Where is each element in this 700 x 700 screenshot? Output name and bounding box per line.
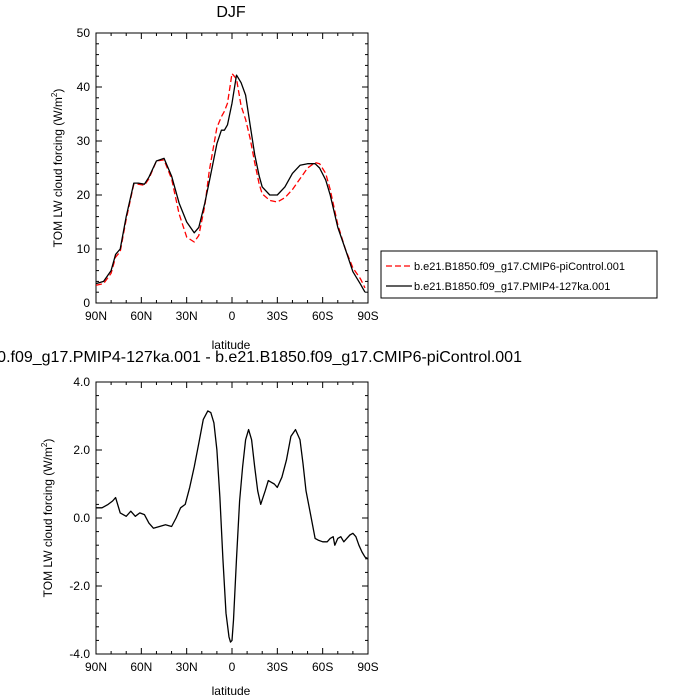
bottom-y-tick-label: -2.0: [69, 579, 90, 593]
top-series-line-1: [95, 74, 366, 293]
top-panel-ticks: 90N 60N 30N 0 30S 60S 90S 0 10 20 30 40 50: [77, 26, 379, 323]
top-x-axis-label: latitude: [212, 338, 251, 352]
top-x-tick-label: 30S: [267, 309, 288, 323]
top-y-tick-label: 0: [83, 296, 90, 310]
bottom-panel-ticks: 90N 60N 30N 0 30S 60S 90S -4.0 -2.0 0.0 2.0 4.0: [69, 375, 378, 674]
top-y-tick-label: 10: [77, 242, 91, 256]
legend-entry-control: b.e21.B1850.f09_g17.CMIP6-piControl.001: [414, 261, 625, 273]
top-x-tick-label: 60N: [130, 309, 152, 323]
top-y-tick-label: 40: [77, 80, 91, 94]
legend-box: [380, 250, 658, 299]
top-x-tick-label: 0: [229, 309, 236, 323]
bottom-x-tick-label: 60N: [130, 660, 152, 674]
bottom-x-tick-label: 30N: [176, 660, 198, 674]
bottom-y-tick-label: -4.0: [69, 647, 90, 661]
bottom-y-axis-label: TOM LW cloud forcing (W/m2): [40, 439, 55, 598]
top-y-tick-label: 50: [77, 26, 91, 40]
top-plot-frame: [95, 32, 369, 304]
top-y-tick-label: 20: [77, 188, 91, 202]
top-y-axis-label: TOM LW cloud forcing (W/m2): [50, 89, 65, 248]
bottom-y-tick-label: 4.0: [73, 375, 90, 389]
bottom-panel-series: [96, 410, 369, 643]
top-x-tick-label: 90N: [85, 309, 107, 323]
top-y-tick-label: 30: [77, 134, 91, 148]
top-panel-series: [95, 72, 366, 293]
top-panel-title: DJF: [216, 4, 246, 21]
bottom-plot-frame: [95, 381, 369, 655]
top-x-tick-label: 60S: [312, 309, 333, 323]
bottom-x-tick-label: 30S: [267, 660, 288, 674]
bottom-x-tick-label: 0: [229, 660, 236, 674]
bottom-x-tick-label: 90S: [357, 660, 378, 674]
bottom-series-line-0: [96, 410, 369, 643]
top-series-line-0: [95, 72, 366, 289]
bottom-x-tick-label: 60S: [312, 660, 333, 674]
bottom-x-tick-label: 90N: [85, 660, 107, 674]
top-x-tick-label: 90S: [357, 309, 378, 323]
legend-entry-127ka: b.e21.B1850.f09_g17.PMIP4-127ka.001: [414, 281, 610, 293]
bottom-panel-title: b.e21.B1850.f09_g17.PMIP4-127ka.001 - b.…: [0, 349, 522, 366]
bottom-y-tick-label: 2.0: [73, 443, 90, 457]
top-x-tick-label: 30N: [176, 309, 198, 323]
bottom-y-tick-label: 0.0: [73, 511, 90, 525]
bottom-x-axis-label: latitude: [212, 684, 251, 698]
